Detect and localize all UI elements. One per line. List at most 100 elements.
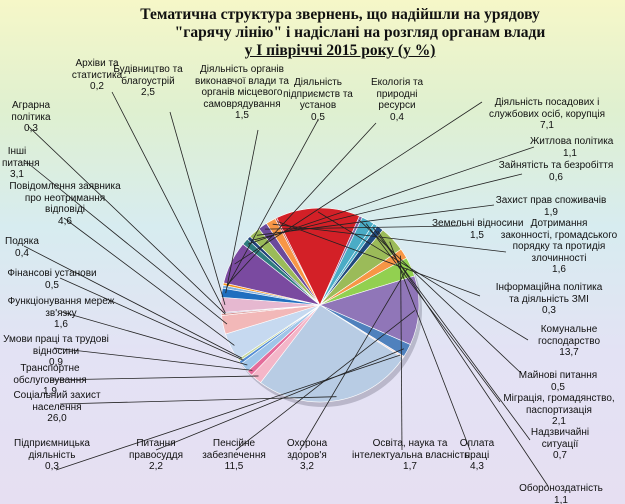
slice-label-11: Майнові питання 0,5 bbox=[508, 370, 608, 393]
slice-label-value: 0,7 bbox=[553, 450, 567, 461]
slice-label-name: Діяльність органів виконавчої влади та орг… bbox=[195, 64, 289, 110]
slice-label-25: Фінансові установи 0,5 bbox=[2, 268, 102, 291]
slice-label-27: Повідомлення заявника про неотримання відп… bbox=[2, 181, 128, 227]
slice-label-value: 1,1 bbox=[563, 147, 577, 159]
slice-label-17: Охорона здоров'я 3,2 bbox=[276, 438, 338, 473]
slice-label-name: Оплата праці bbox=[459, 438, 495, 461]
slice-label-name: Транспортне обслуговування bbox=[13, 363, 87, 386]
slice-label-value: 1,6 bbox=[54, 319, 68, 330]
slice-label-name: Інші питання bbox=[2, 146, 40, 169]
slice-label-name: Аграрна політика bbox=[11, 100, 51, 123]
slice-label-31: Будівництво та благоустрій 2,5 bbox=[112, 64, 184, 99]
slice-label-name: Зайнятість та безробіття bbox=[498, 160, 614, 171]
leader-line-15 bbox=[389, 241, 471, 451]
slice-label-value: 11,5 bbox=[224, 461, 244, 472]
leader-line-14 bbox=[377, 230, 549, 487]
leader-line-27 bbox=[63, 217, 235, 346]
slice-label-value: 1,7 bbox=[403, 461, 417, 472]
leader-line-26 bbox=[23, 245, 243, 359]
slice-label-21: Соціальний захист населення 26,0 bbox=[2, 390, 112, 425]
leader-line-17 bbox=[299, 268, 408, 451]
pie-slice-18 bbox=[319, 275, 420, 345]
slice-label-value: 1,5 bbox=[470, 229, 484, 241]
slice-label-name: Архіви та статистика bbox=[71, 58, 123, 81]
slice-label-value: 0,2 bbox=[90, 81, 104, 92]
slice-label-13: Надзвичайні ситуації 0,7 bbox=[516, 427, 604, 462]
slice-label-name: Питання правосуддя bbox=[128, 438, 184, 461]
slice-label-name: Міграція, громадянство, паспортизація bbox=[503, 393, 615, 416]
slice-label-name: Повідомлення заявника про неотримання відп… bbox=[9, 181, 121, 215]
slice-label-name: Дотримання законності, громадського порядк… bbox=[500, 218, 618, 264]
chart-title: Тематична структура звернень, що надійшл… bbox=[80, 6, 600, 60]
leader-line-5 bbox=[251, 173, 523, 241]
slice-label-name: Діяльність підприємств та установ bbox=[283, 77, 353, 111]
slice-label-value: 1,9 bbox=[43, 386, 57, 397]
slice-label-14: Обороноздатність 1,1 bbox=[503, 483, 619, 504]
slice-label-value: 2,1 bbox=[552, 416, 566, 427]
slice-label-8: Дотримання законності, громадського порядк… bbox=[500, 218, 618, 276]
slice-label-5: Зайнятість та безробіття 0,6 bbox=[496, 160, 616, 183]
slice-label-name: Соціальний захист населення bbox=[13, 390, 101, 413]
slice-label-12: Міграція, громадянство, паспортизація 2,1 bbox=[495, 393, 623, 428]
slice-label-value: 0,5 bbox=[311, 111, 325, 123]
slice-label-value: 0,9 bbox=[49, 357, 63, 368]
slice-label-26: Подяка 0,4 bbox=[2, 236, 42, 259]
slice-label-6: Захист прав споживачів 1,9 bbox=[488, 195, 614, 218]
leader-line-2 bbox=[226, 122, 377, 286]
slice-label-name: Земельні відносини bbox=[432, 218, 524, 229]
slice-label-18: Пенсійне забезпечення 11,5 bbox=[198, 438, 270, 473]
slice-label-value: 0,3 bbox=[45, 461, 59, 472]
leader-line-29 bbox=[27, 125, 226, 315]
slice-label-value: 13,7 bbox=[559, 347, 579, 358]
slice-label-name: Захист прав споживачів bbox=[495, 195, 607, 206]
slice-label-name: Освіта, наука та інтелектуальна власність bbox=[352, 438, 470, 461]
leader-line-22 bbox=[49, 375, 259, 381]
slice-label-10: Комунальне господарство 13,7 bbox=[524, 324, 614, 359]
slice-label-29: Аграрна політика 0,3 bbox=[2, 100, 60, 135]
slice-label-name: Обороноздатність bbox=[519, 483, 603, 494]
slice-label-name: Будівництво та благоустрій bbox=[113, 64, 183, 87]
slice-label-30: Архіви та статистика 0,2 bbox=[67, 58, 127, 93]
slice-label-value: 2,2 bbox=[149, 461, 163, 472]
slice-label-3: Діяльність посадових і службових осіб, ко… bbox=[482, 97, 612, 132]
leader-line-24 bbox=[61, 311, 248, 366]
slice-label-name: Функціонування мереж зв'язку bbox=[7, 296, 115, 319]
leader-line-28 bbox=[23, 159, 228, 325]
slice-label-23: Умови праці та трудові відносини 0,9 bbox=[2, 334, 110, 369]
slice-label-32: Діяльність органів виконавчої влади та орг… bbox=[185, 64, 299, 122]
slice-label-value: 7,1 bbox=[540, 120, 554, 131]
slice-label-20: Підприємницька діяльність 0,3 bbox=[2, 438, 102, 473]
slice-label-name: Фінансові установи bbox=[7, 268, 97, 279]
pie-slice-21 bbox=[260, 304, 404, 403]
leader-line-31 bbox=[169, 111, 226, 306]
slice-label-name: Майнові питання bbox=[518, 370, 598, 381]
leader-line-10 bbox=[317, 211, 529, 341]
slice-label-name: Діяльність посадових і службових осіб, ко… bbox=[488, 97, 606, 120]
slice-label-name: Комунальне господарство bbox=[537, 324, 601, 347]
slice-label-19: Питання правосуддя 2,2 bbox=[118, 438, 194, 473]
leader-line-9 bbox=[277, 221, 481, 297]
slice-label-name: Підприємницька діяльність bbox=[14, 438, 90, 461]
slice-label-7: Земельні відносини 1,5 bbox=[432, 218, 524, 241]
slice-label-value: 0,5 bbox=[45, 279, 59, 291]
slice-label-value: 26,0 bbox=[47, 413, 67, 424]
slice-label-value: 3,1 bbox=[10, 169, 24, 180]
slice-label-4: Житлова політика 1,1 bbox=[530, 136, 613, 159]
leader-line-19 bbox=[155, 348, 405, 451]
slice-label-name: Подяка bbox=[5, 236, 39, 247]
slice-label-value: 0,3 bbox=[24, 123, 38, 134]
slice-label-name: Умови праці та трудові відносини bbox=[3, 334, 109, 357]
slice-label-value: 1,6 bbox=[552, 264, 566, 275]
leader-line-23 bbox=[53, 347, 253, 371]
slice-label-24: Функціонування мереж зв'язку 1,6 bbox=[2, 296, 120, 331]
slice-label-name: Екологія та природні ресурси bbox=[370, 77, 424, 111]
leader-line-21 bbox=[59, 396, 337, 405]
slice-label-15: Оплата праці 4,3 bbox=[452, 438, 502, 473]
chart-title-line-3: у І півріччі 2015 року (у %) bbox=[244, 42, 436, 59]
slice-label-value: 0,5 bbox=[551, 381, 565, 393]
leader-line-12 bbox=[365, 223, 501, 403]
leader-line-20 bbox=[55, 354, 401, 471]
slice-label-value: 1,9 bbox=[544, 206, 558, 218]
